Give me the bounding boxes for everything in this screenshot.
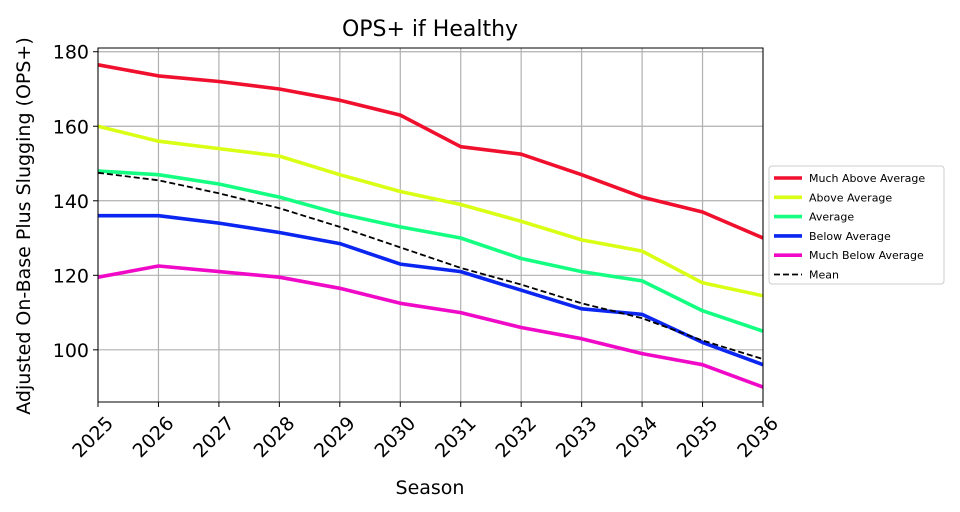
y-tick-label: 100 bbox=[53, 340, 89, 362]
legend-entry-label: Much Above Average bbox=[809, 172, 925, 185]
series-line-average bbox=[97, 169, 764, 333]
series-lines bbox=[97, 63, 764, 389]
x-axis: 2025 2026 2027 2028 2029 2030 2031 2032 2033 2034… bbox=[68, 402, 783, 462]
legend: Much Above Average Above Average Average Be… bbox=[768, 165, 945, 285]
legend-box bbox=[768, 165, 945, 285]
y-axis: 100 120 140 160 180 bbox=[53, 42, 98, 362]
x-axis-title: Season bbox=[396, 477, 465, 499]
y-axis-title: Adjusted On-Base Plus Slugging (OPS+) bbox=[13, 37, 35, 415]
series-line-much-below-average bbox=[97, 264, 764, 389]
legend-entry-label: Below Average bbox=[809, 230, 891, 243]
y-tick-label: 160 bbox=[53, 116, 89, 138]
chart-title: OPS+ if Healthy bbox=[342, 17, 518, 42]
legend-entry-label: Above Average bbox=[809, 191, 892, 204]
x-tick-label: 2033 bbox=[552, 412, 602, 462]
series-line-above-average bbox=[97, 124, 764, 298]
x-tick-label: 2034 bbox=[612, 412, 662, 462]
plot-frame bbox=[97, 47, 764, 403]
x-tick-label: 2035 bbox=[673, 412, 723, 462]
y-tick-label: 180 bbox=[53, 42, 89, 64]
x-tick-label: 2028 bbox=[250, 412, 300, 462]
x-tick-label: 2032 bbox=[491, 412, 541, 462]
y-tick-label: 120 bbox=[53, 265, 89, 287]
series-line-mean bbox=[97, 171, 764, 360]
y-tick-label: 140 bbox=[53, 191, 89, 213]
series-line-below-average bbox=[98, 213, 764, 367]
x-tick-label: 2029 bbox=[310, 412, 360, 462]
x-tick-label: 2031 bbox=[431, 412, 481, 462]
grid bbox=[97, 48, 764, 402]
legend-entry-label: Mean bbox=[809, 269, 839, 282]
legend-entry-label: Much Below Average bbox=[809, 249, 924, 262]
x-tick-label: 2026 bbox=[129, 412, 179, 462]
x-tick-label: 2030 bbox=[370, 412, 420, 462]
x-tick-label: 2025 bbox=[68, 412, 118, 462]
x-tick-label: 2036 bbox=[733, 412, 783, 462]
series-line-much-above-average bbox=[97, 63, 764, 240]
x-tick-label: 2027 bbox=[189, 412, 239, 462]
legend-entry-label: Average bbox=[809, 211, 854, 224]
